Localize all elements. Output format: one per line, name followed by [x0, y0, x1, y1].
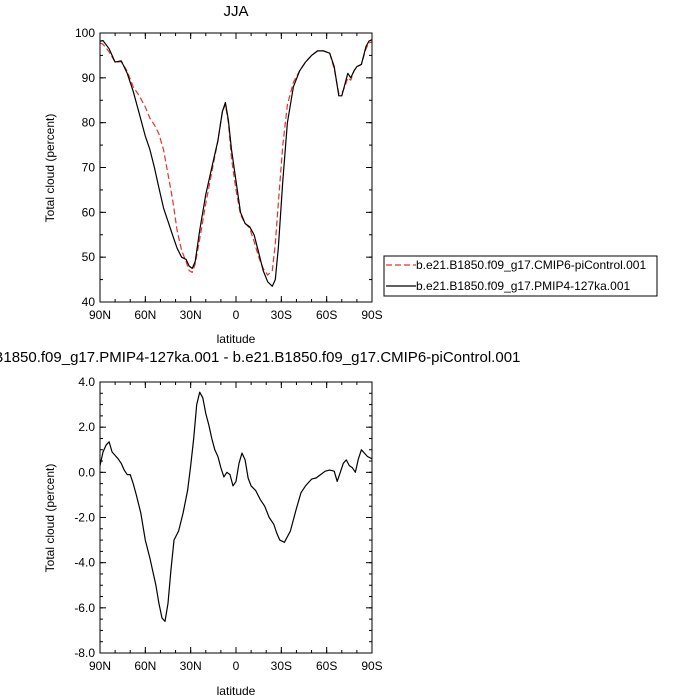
bottom-chart-title: b.e21.B1850.f09_g17.PMIP4-127ka.001 - b.…: [0, 349, 520, 366]
legend-box: [383, 255, 658, 297]
top-series: [99, 39, 373, 287]
bottom-x-axis-title: latitude: [217, 684, 256, 698]
top-series-line-1: [99, 39, 373, 287]
bottom-y-tick-label: 2.0: [78, 420, 95, 434]
top-ticks: 90N 60N 30N 0 30S 60S 90S 40 50 60 70 80 90 100: [75, 26, 383, 322]
top-y-tick-label: 90: [82, 71, 96, 85]
top-x-tick-label: 90S: [361, 308, 382, 322]
bottom-y-tick-label: -8.0: [74, 646, 95, 660]
legend-label-picontrol: b.e21.B1850.f09_g17.CMIP6-piControl.001: [416, 258, 646, 272]
top-y-tick-label: 60: [82, 205, 96, 219]
top-x-axis-title: latitude: [217, 332, 256, 346]
top-x-tick-label: 30S: [271, 308, 292, 322]
bottom-x-tick-label: 90N: [89, 659, 111, 673]
bottom-x-tick-label: 30S: [271, 659, 292, 673]
legend: b.e21.B1850.f09_g17.CMIP6-piControl.001 …: [383, 255, 658, 297]
bottom-x-tick-label: 0: [233, 659, 240, 673]
top-plot-frame: [99, 32, 373, 303]
top-chart-title: JJA: [223, 3, 248, 20]
top-x-tick-label: 90N: [89, 308, 111, 322]
top-x-tick-label: 30N: [180, 308, 202, 322]
bottom-x-tick-label: 60N: [134, 659, 156, 673]
top-y-tick-label: 100: [75, 26, 95, 40]
legend-label-127ka: b.e21.B1850.f09_g17.PMIP4-127ka.001: [416, 279, 630, 293]
bottom-y-tick-label: -2.0: [74, 511, 95, 525]
bottom-series: [99, 391, 373, 623]
bottom-y-tick-label: -6.0: [74, 601, 95, 615]
top-y-tick-label: 70: [82, 161, 96, 175]
panel-top: JJA Total cloud (percent) latitude 90N 60…: [43, 3, 658, 346]
panel-bottom: b.e21.B1850.f09_g17.PMIP4-127ka.001 - b.…: [0, 349, 520, 698]
bottom-y-tick-label: 0.0: [78, 465, 95, 479]
top-y-tick-label: 80: [82, 116, 96, 130]
top-x-tick-label: 60S: [316, 308, 337, 322]
top-x-tick-label: 0: [233, 308, 240, 322]
top-x-tick-label: 60N: [134, 308, 156, 322]
top-series-line-0: [99, 41, 373, 276]
top-y-tick-label: 50: [82, 250, 96, 264]
bottom-plot-frame: [99, 381, 373, 654]
top-y-tick-label: 40: [82, 295, 96, 309]
bottom-y-tick-label: -4.0: [74, 556, 95, 570]
bottom-series-line-0: [99, 391, 373, 623]
bottom-x-tick-label: 90S: [361, 659, 382, 673]
top-y-axis-title: Total cloud (percent): [43, 114, 57, 223]
bottom-ticks: 90N 60N 30N 0 30S 60S 90S 4.0 2.0 0.0 -2.0 -4.0 -6.0…: [74, 375, 382, 673]
bottom-y-axis-title: Total cloud (percent): [43, 464, 57, 573]
bottom-y-tick-label: 4.0: [78, 375, 95, 389]
bottom-x-tick-label: 60S: [316, 659, 337, 673]
bottom-x-tick-label: 30N: [180, 659, 202, 673]
